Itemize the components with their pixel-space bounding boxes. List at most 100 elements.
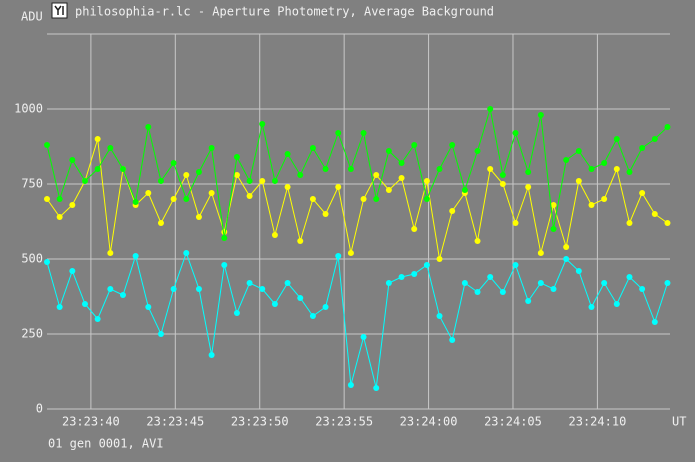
data-point bbox=[487, 274, 494, 280]
data-point bbox=[107, 145, 114, 151]
data-point bbox=[575, 178, 582, 184]
data-point bbox=[626, 274, 633, 280]
data-point bbox=[423, 196, 430, 202]
data-point bbox=[170, 160, 177, 166]
x-axis-label: UT bbox=[672, 415, 686, 429]
data-point bbox=[246, 193, 253, 199]
data-point bbox=[284, 280, 291, 286]
x-tick-label: 23:23:45 bbox=[146, 415, 204, 429]
data-point bbox=[385, 148, 392, 154]
data-point bbox=[537, 250, 544, 256]
data-point bbox=[309, 196, 316, 202]
chart-title: philosophia-r.lc - Aperture Photometry, … bbox=[75, 5, 494, 19]
data-point bbox=[69, 202, 76, 208]
data-point bbox=[221, 229, 228, 235]
data-point bbox=[347, 382, 354, 388]
data-point bbox=[271, 178, 278, 184]
data-point bbox=[183, 250, 190, 256]
data-point bbox=[449, 337, 456, 343]
data-point bbox=[436, 166, 443, 172]
series-line bbox=[46, 108, 668, 239]
data-point bbox=[221, 262, 228, 268]
data-point bbox=[259, 121, 266, 127]
data-point bbox=[56, 214, 63, 220]
data-point bbox=[537, 280, 544, 286]
data-point bbox=[107, 286, 114, 292]
data-point bbox=[157, 178, 164, 184]
data-point bbox=[56, 304, 63, 310]
data-point bbox=[373, 172, 380, 178]
data-point bbox=[246, 280, 253, 286]
data-point bbox=[81, 301, 88, 307]
data-point bbox=[550, 286, 557, 292]
data-point bbox=[563, 256, 570, 262]
data-point bbox=[69, 268, 76, 274]
data-point bbox=[423, 262, 430, 268]
data-point bbox=[132, 199, 139, 205]
data-point bbox=[94, 136, 101, 142]
data-point bbox=[119, 292, 126, 298]
data-point bbox=[183, 172, 190, 178]
data-point bbox=[246, 178, 253, 184]
data-point bbox=[474, 289, 481, 295]
x-tick-label: 23:23:50 bbox=[231, 415, 289, 429]
data-point bbox=[499, 172, 506, 178]
data-point bbox=[474, 148, 481, 154]
data-point bbox=[322, 166, 329, 172]
data-point bbox=[449, 208, 456, 214]
data-point bbox=[56, 196, 63, 202]
data-point bbox=[436, 256, 443, 262]
data-point bbox=[651, 319, 658, 325]
data-point bbox=[335, 184, 342, 190]
data-point bbox=[525, 169, 532, 175]
data-point bbox=[664, 280, 671, 286]
data-point bbox=[233, 154, 240, 160]
data-point bbox=[347, 250, 354, 256]
data-point bbox=[499, 181, 506, 187]
data-point bbox=[145, 304, 152, 310]
data-point bbox=[487, 166, 494, 172]
data-point bbox=[157, 220, 164, 226]
data-point bbox=[537, 112, 544, 118]
data-point bbox=[563, 244, 570, 250]
data-point bbox=[398, 175, 405, 181]
data-point bbox=[360, 130, 367, 136]
data-point bbox=[335, 253, 342, 259]
data-point bbox=[423, 178, 430, 184]
data-point bbox=[284, 184, 291, 190]
y-tick-label: 750 bbox=[21, 177, 43, 191]
data-point bbox=[373, 196, 380, 202]
y-tick-label: 500 bbox=[21, 252, 43, 266]
data-point bbox=[360, 334, 367, 340]
data-point bbox=[170, 196, 177, 202]
data-point bbox=[575, 148, 582, 154]
data-point bbox=[474, 238, 481, 244]
data-point bbox=[639, 145, 646, 151]
data-point bbox=[94, 166, 101, 172]
data-point bbox=[613, 301, 620, 307]
data-point bbox=[94, 316, 101, 322]
data-point bbox=[651, 136, 658, 142]
data-point bbox=[461, 280, 468, 286]
data-point bbox=[259, 178, 266, 184]
data-point bbox=[487, 106, 494, 112]
data-point bbox=[297, 295, 304, 301]
data-point bbox=[613, 166, 620, 172]
x-tick-label: 23:23:55 bbox=[315, 415, 373, 429]
data-point bbox=[145, 190, 152, 196]
data-point bbox=[411, 142, 418, 148]
data-point bbox=[195, 169, 202, 175]
data-point bbox=[309, 145, 316, 151]
data-point bbox=[132, 253, 139, 259]
data-point bbox=[373, 385, 380, 391]
data-point bbox=[284, 151, 291, 157]
data-point bbox=[411, 226, 418, 232]
data-point bbox=[601, 280, 608, 286]
y-axis-label: ADU bbox=[21, 10, 43, 24]
series-line bbox=[46, 138, 668, 260]
data-point bbox=[221, 235, 228, 241]
series-line bbox=[46, 251, 668, 389]
data-point bbox=[639, 286, 646, 292]
data-point bbox=[44, 142, 50, 148]
data-point bbox=[575, 268, 582, 274]
